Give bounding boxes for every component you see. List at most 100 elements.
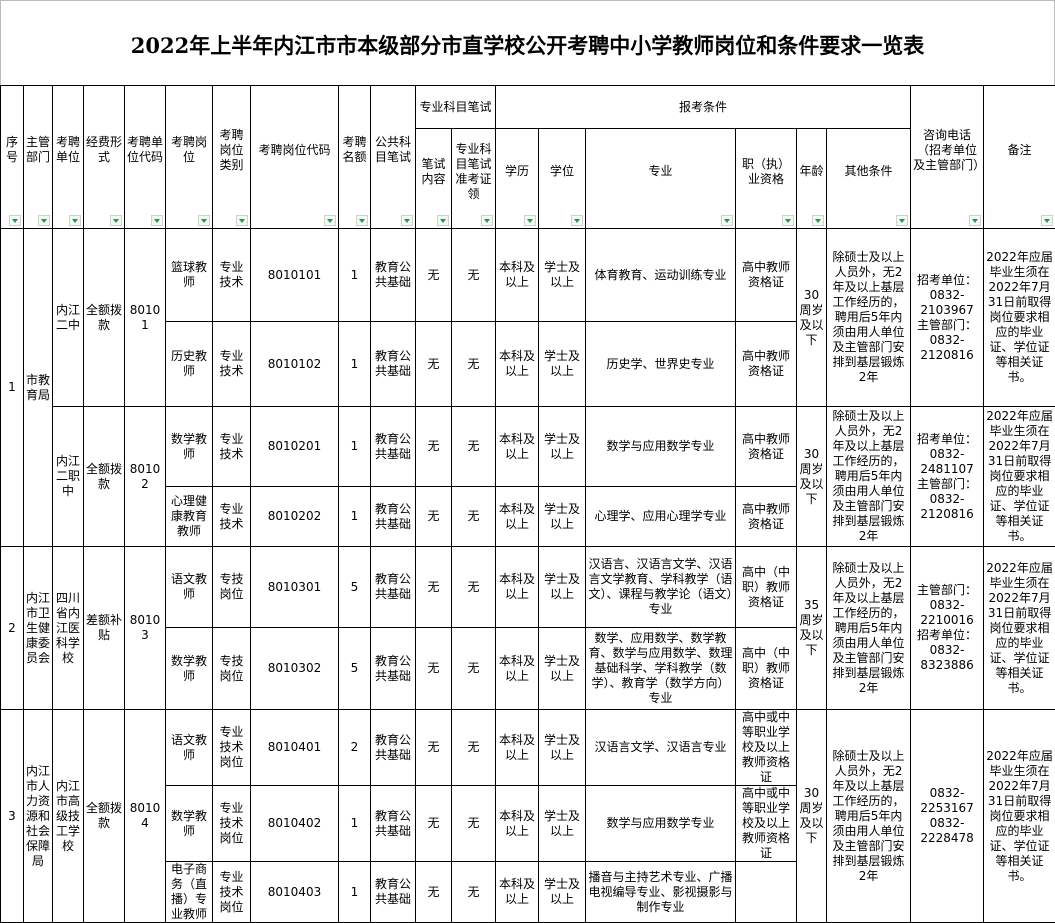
filter-dropdown-icon[interactable] [896,215,908,226]
exam-content-cell: 无 [416,862,452,923]
header-unit-code: 考聘单位代码 [125,86,166,229]
major-cell: 数学与应用数学专业 [586,407,736,487]
filter-dropdown-icon[interactable] [236,215,248,226]
admission-cell: 无 [452,862,496,923]
education-cell: 本科及以上 [496,407,539,487]
filter-dropdown-icon[interactable] [110,215,122,226]
admission-cell: 无 [452,628,496,710]
admission-cell: 无 [452,407,496,487]
public-exam-cell: 教育公共基础 [371,407,416,487]
category-cell: 专技岗位 [213,628,251,710]
header-position: 考聘岗位 [166,86,213,229]
position-cell: 心理健康教育教师 [166,487,213,547]
filter-dropdown-icon[interactable] [812,215,824,226]
age-cell: 30周岁及以下 [797,229,827,407]
filter-dropdown-icon[interactable] [151,215,163,226]
count-cell: 1 [339,487,371,547]
admission-cell: 无 [452,786,496,862]
filter-dropdown-icon[interactable] [571,215,583,226]
filter-dropdown-icon[interactable] [356,215,368,226]
major-cell: 数学与应用数学专业 [586,786,736,862]
qualification-cell: 高中（中职）教师资格证 [736,628,797,710]
major-cell: 体育教育、运动训练专业 [586,229,736,322]
position-code-cell: 8010201 [251,407,339,487]
unit-cell: 内江市高级技工学校 [53,710,84,923]
degree-cell: 学士及以上 [539,229,586,322]
category-cell: 专业技术岗位 [213,786,251,862]
position-code-cell: 8010401 [251,710,339,786]
position-code-cell: 8010402 [251,786,339,862]
header-education: 学历 [496,129,539,229]
header-unit: 考聘单位 [53,86,84,229]
qualification-cell: 高中教师资格证 [736,322,797,407]
filter-dropdown-icon[interactable] [9,215,21,226]
position-code-cell: 8010403 [251,862,339,923]
major-cell: 数学、应用数学、数学教育、数学与应用数学、数理基础科学、学科教学（数学）、教育学… [586,628,736,710]
unit-code-cell: 80102 [125,407,166,547]
education-cell: 本科及以上 [496,322,539,407]
dept-cell: 内江市人力资源和社会保障局 [24,710,53,923]
public-exam-cell: 教育公共基础 [371,487,416,547]
filter-dropdown-icon[interactable] [38,215,50,226]
filter-dropdown-icon[interactable] [969,215,981,226]
filter-dropdown-icon[interactable] [437,215,449,226]
degree-cell: 学士及以上 [539,487,586,547]
header-prof-exam: 专业科目笔试 [416,86,496,129]
category-cell: 专业技术岗位 [213,862,251,923]
header-public-exam: 公共科目笔试 [371,86,416,229]
exam-content-cell: 无 [416,628,452,710]
count-cell: 1 [339,229,371,322]
count-cell: 5 [339,628,371,710]
count-cell: 5 [339,547,371,628]
seq-cell: 2 [1,547,24,710]
category-cell: 专业技术 [213,322,251,407]
exam-content-cell: 无 [416,710,452,786]
age-cell: 30周岁及以下 [797,710,827,923]
filter-dropdown-icon[interactable] [524,215,536,226]
header-age: 年龄 [797,129,827,229]
dept-cell: 市教育局 [24,229,53,547]
age-cell: 35周岁及以下 [797,547,827,710]
funding-cell: 全额拨款 [84,710,125,923]
exam-content-cell: 无 [416,407,452,487]
filter-dropdown-icon[interactable] [401,215,413,226]
qualification-cell: 高中（中职）教师资格证 [736,547,797,628]
public-exam-cell: 教育公共基础 [371,862,416,923]
header-note: 备注 [984,86,1055,229]
note-cell: 2022年应届毕业生须在2022年7月31日前取得岗位要求相应的毕业证、学位证等… [984,710,1055,923]
count-cell: 1 [339,786,371,862]
note-cell: 2022年应届毕业生须在2022年7月31日前取得岗位要求相应的毕业证、学位证等… [984,407,1055,547]
header-seq: 序号 [1,86,24,229]
position-cell: 数学教师 [166,407,213,487]
filter-dropdown-icon[interactable] [324,215,336,226]
education-cell: 本科及以上 [496,229,539,322]
position-cell: 数学教师 [166,786,213,862]
qualification-cell [736,862,797,923]
filter-dropdown-icon[interactable] [481,215,493,226]
public-exam-cell: 教育公共基础 [371,547,416,628]
header-position-code: 考聘岗位代码 [251,86,339,229]
filter-dropdown-icon[interactable] [721,215,733,226]
education-cell: 本科及以上 [496,786,539,862]
degree-cell: 学士及以上 [539,628,586,710]
header-count: 考聘名额 [339,86,371,229]
header-funding: 经费形式 [84,86,125,229]
category-cell: 专业技术岗位 [213,710,251,786]
filter-dropdown-icon[interactable] [782,215,794,226]
education-cell: 本科及以上 [496,547,539,628]
exam-content-cell: 无 [416,229,452,322]
other-conditions-cell: 除硕士及以上人员外，无2年及以上基层工作经历的，聘用后5年内须由用人单位及主管部… [827,710,911,923]
unit-cell: 内江二职中 [53,407,84,547]
position-cell: 语文教师 [166,710,213,786]
filter-dropdown-icon[interactable] [198,215,210,226]
admission-cell: 无 [452,229,496,322]
exam-content-cell: 无 [416,487,452,547]
header-exam-content: 笔试内容 [416,129,452,229]
header-category: 考聘岗位类别 [213,86,251,229]
filter-dropdown-icon[interactable] [1041,215,1053,226]
filter-dropdown-icon[interactable] [69,215,81,226]
unit-cell: 内江二中 [53,229,84,407]
header-degree: 学位 [539,129,586,229]
